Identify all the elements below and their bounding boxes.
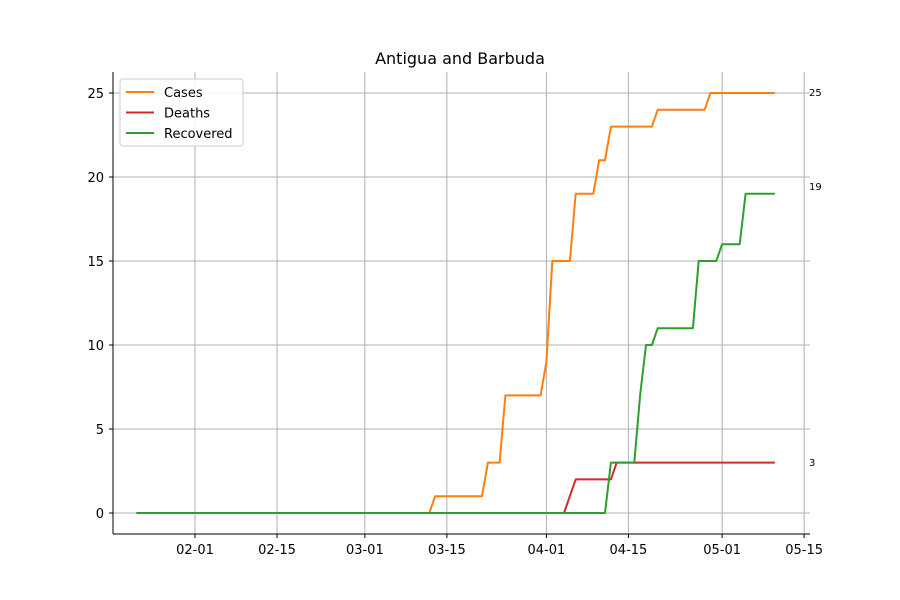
grid (113, 72, 810, 534)
y-tick-label: 25 (87, 87, 104, 102)
x-tick-label: 02-01 (176, 543, 214, 558)
x-tick-label: 03-15 (428, 543, 466, 558)
legend-label: Deaths (164, 107, 210, 122)
legend-box (119, 78, 244, 147)
y-tick-label: 10 (87, 339, 104, 354)
series-line-cases (136, 92, 775, 514)
series-line-deaths (136, 461, 775, 514)
end-value-label: 3 (809, 458, 815, 469)
legend: Cases Deaths Recovered (119, 78, 244, 147)
series-lines (136, 92, 775, 514)
end-labels: 25 3 19 (809, 88, 822, 469)
legend-label: Recovered (164, 127, 233, 142)
x-tick-label: 05-15 (785, 543, 823, 558)
y-tick-label: 15 (87, 255, 104, 270)
x-tick-label: 03-01 (346, 543, 384, 558)
legend-label: Cases (164, 86, 203, 101)
chart-title: Antigua and Barbuda (375, 49, 545, 68)
x-tick-label: 04-01 (528, 543, 566, 558)
x-tick-label: 04-15 (610, 543, 648, 558)
series-line-recovered (136, 192, 775, 514)
x-tick-label: 05-01 (703, 543, 741, 558)
y-tick-label: 0 (96, 507, 104, 522)
y-tick-label: 5 (96, 423, 104, 438)
axes: 02-01 02-15 03-01 03-15 04-01 04-15 05-01 05-15… (87, 72, 823, 558)
end-value-label: 19 (809, 182, 822, 193)
x-tick-label: 02-15 (258, 543, 296, 558)
y-tick-label: 20 (87, 171, 104, 186)
end-value-label: 25 (809, 88, 822, 99)
